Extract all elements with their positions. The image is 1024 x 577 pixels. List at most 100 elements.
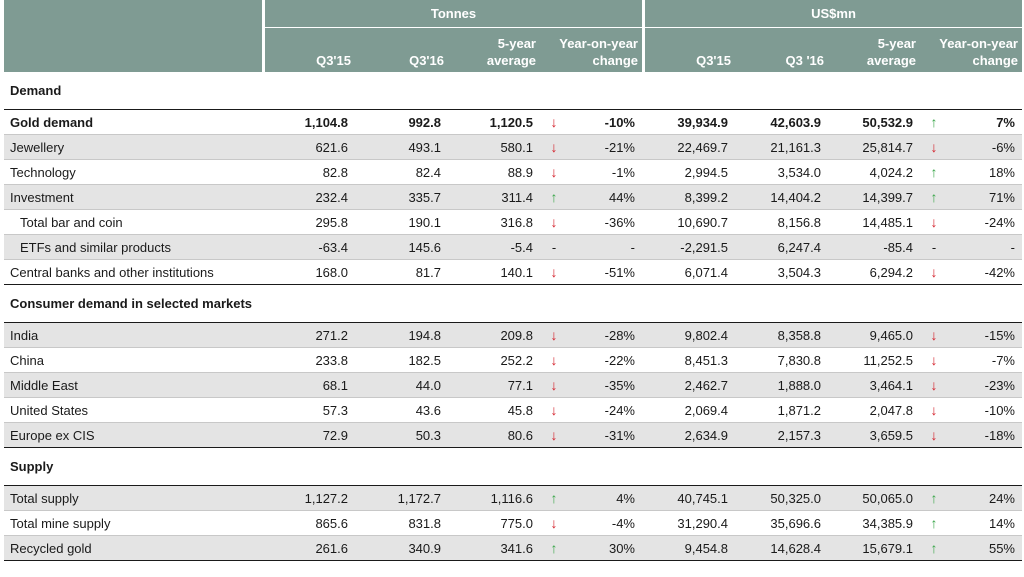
tonnes-5yr-avg-value: 311.4 (501, 189, 533, 205)
tonnes-q315-value: 271.2 (315, 327, 348, 343)
arrow-down-icon: ↓ (930, 214, 938, 230)
usd-q315-value: 6,071.4 (684, 264, 728, 280)
usd-q315-value: 2,994.5 (684, 164, 728, 180)
table-row: Middle East 68.1 44.0 77.1 ↓ -35% 2,462.7 1,888… (4, 373, 1022, 398)
tonnes-q316-value: 44.0 (415, 377, 441, 393)
arrow-down-icon: ↓ (550, 427, 558, 443)
usd-5yr-avg-value: 15,679.1 (862, 540, 913, 556)
tonnes-q315-value: 68.1 (322, 377, 348, 393)
usd-q316-value: 1,871.2 (777, 402, 821, 418)
arrow-up-icon: ↑ (930, 540, 938, 556)
usd-5yr-avg-value: 34,385.9 (862, 515, 913, 531)
usd-5yr-avg-value: 11,252.5 (863, 352, 913, 368)
usd-q315-value: 2,069.4 (684, 402, 728, 418)
usd-yoy-change: -18% (984, 427, 1015, 443)
row-label: Recycled gold (10, 540, 92, 556)
usd-q316-value: 35,696.6 (770, 515, 821, 531)
table-header: Tonnes Q3'15 Q3'16 5-year average Year-on-y… (4, 0, 1022, 72)
row-label: Total bar and coin (20, 214, 123, 230)
arrow-down-icon: ↓ (550, 327, 558, 343)
tonnes-yoy-change: -10% (604, 114, 635, 130)
usd-q316-value: 42,603.9 (770, 114, 821, 130)
row-label: Central banks and other institutions (10, 264, 214, 280)
usd-q316-value: 50,325.0 (770, 490, 821, 506)
no-change-dash: - (931, 239, 937, 255)
row-label: Jewellery (10, 139, 65, 155)
arrow-up-icon: ↑ (550, 189, 558, 205)
row-label: Technology (10, 164, 76, 180)
tonnes-yoy-change: 4% (616, 490, 635, 506)
tonnes-yoy-change: 44% (608, 189, 635, 205)
usd-5yr-avg-value: 2,047.8 (869, 402, 913, 418)
tonnes-q316-value: 831.8 (408, 515, 441, 531)
usd-5yr-avg-value: 14,485.1 (862, 214, 913, 230)
arrow-down-icon: ↓ (550, 114, 558, 130)
tonnes-yoy-change: -31% (604, 427, 635, 443)
usd-header-group: US$mn Q3'15 Q3 '16 5-year average Year-on-y… (645, 0, 1022, 72)
tonnes-col-header-0: Q3'15 (316, 53, 351, 68)
usd-q315-value: 9,454.8 (684, 540, 728, 556)
arrow-down-icon: ↓ (930, 327, 938, 343)
usd-yoy-change: 18% (988, 164, 1015, 180)
usd-q315-value: 2,462.7 (684, 377, 728, 393)
tonnes-column-headers: Q3'15 Q3'16 5-year average Year-on-year cha… (265, 28, 642, 72)
table-row: Jewellery 621.6 493.1 580.1 ↓ -21% 22,469.7 21,… (4, 135, 1022, 160)
section-heading: Supply (4, 448, 1022, 486)
table-row: Technology 82.8 82.4 88.9 ↓ -1% 2,994.5 3,534.0… (4, 160, 1022, 185)
usd-5yr-avg-value: 50,065.0 (862, 490, 913, 506)
usd-q316-value: 7,830.8 (777, 352, 821, 368)
usd-q315-value: 8,451.3 (684, 352, 728, 368)
usd-yoy-change: -24% (984, 214, 1015, 230)
row-label: ETFs and similar products (20, 239, 171, 255)
usd-5yr-avg-value: 50,532.9 (862, 114, 913, 130)
row-label: Investment (10, 189, 74, 205)
arrow-up-icon: ↑ (930, 189, 938, 205)
table-row: India 271.2 194.8 209.8 ↓ -28% 9,802.4 8,358.8 9… (4, 323, 1022, 348)
usd-q316-value: 21,161.3 (770, 139, 821, 155)
tonnes-yoy-change: -21% (604, 139, 635, 155)
tonnes-5yr-avg-value: 341.6 (500, 540, 533, 556)
usd-col-header-2: 5-year average (866, 36, 916, 68)
usd-yoy-change: -6% (991, 139, 1015, 155)
tonnes-col-header-3: Year-on-year change (559, 36, 638, 68)
tonnes-header-title: Tonnes (265, 0, 642, 28)
row-label: China (10, 352, 44, 368)
usd-q316-value: 2,157.3 (777, 427, 821, 443)
tonnes-yoy-change: 30% (608, 540, 635, 556)
usd-5yr-avg-value: 9,465.0 (869, 327, 913, 343)
tonnes-q316-value: 50.3 (415, 427, 441, 443)
table-row: United States 57.3 43.6 45.8 ↓ -24% 2,069.4 1,8… (4, 398, 1022, 423)
section-heading: Demand (4, 72, 1022, 110)
usd-yoy-change: -15% (984, 327, 1015, 343)
usd-5yr-avg-value: 4,024.2 (869, 164, 913, 180)
tonnes-q315-value: 1,127.2 (304, 490, 348, 506)
tonnes-q316-value: 340.9 (408, 540, 441, 556)
tonnes-q315-value: 865.6 (315, 515, 348, 531)
table-row: Total bar and coin 295.8 190.1 316.8 ↓ -36% 10… (4, 210, 1022, 235)
tonnes-q315-value: 82.8 (322, 164, 348, 180)
usd-5yr-avg-value: -85.4 (883, 239, 913, 255)
tonnes-q316-value: 335.7 (408, 189, 441, 205)
tonnes-5yr-avg-value: 88.9 (507, 164, 533, 180)
table-row: Investment 232.4 335.7 311.4 ↑ 44% 8,399.2 14,4… (4, 185, 1022, 210)
tonnes-5yr-avg-value: 209.8 (500, 327, 533, 343)
tonnes-q316-value: 43.6 (415, 402, 441, 418)
usd-q315-value: 40,745.1 (677, 490, 728, 506)
table-row: Recycled gold 261.6 340.9 341.6 ↑ 30% 9,454.8 1… (4, 536, 1022, 561)
row-label: Total supply (10, 490, 79, 506)
arrow-down-icon: ↓ (930, 352, 938, 368)
table-row: Gold demand 1,104.8 992.8 1,120.5 ↓ -10% 39,93… (4, 110, 1022, 135)
usd-col-header-0: Q3'15 (696, 53, 731, 68)
tonnes-5yr-avg-value: 316.8 (500, 214, 533, 230)
arrow-down-icon: ↓ (550, 377, 558, 393)
tonnes-yoy-change: -22% (604, 352, 635, 368)
arrow-down-icon: ↓ (930, 264, 938, 280)
arrow-up-icon: ↑ (930, 164, 938, 180)
usd-q315-value: 9,802.4 (684, 327, 728, 343)
gold-demand-table: Tonnes Q3'15 Q3'16 5-year average Year-on-y… (4, 0, 1022, 561)
usd-q315-value: 10,690.7 (677, 214, 728, 230)
usd-q316-value: 6,247.4 (777, 239, 821, 255)
usd-q316-value: 8,156.8 (777, 214, 821, 230)
tonnes-q315-value: -63.4 (318, 239, 348, 255)
tonnes-5yr-avg-value: -5.4 (510, 239, 533, 255)
